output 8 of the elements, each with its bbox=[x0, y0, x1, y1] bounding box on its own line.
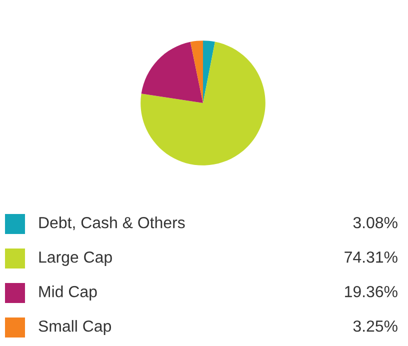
data-label: 74.31% bbox=[344, 251, 398, 263]
legend-label: Small Cap bbox=[38, 320, 112, 335]
legend-label: Large Cap bbox=[39, 251, 112, 266]
legend-label: Mid Cap bbox=[39, 286, 97, 300]
data-label: 19.36% bbox=[345, 286, 398, 298]
data-label: 3.25% bbox=[353, 320, 398, 332]
legend-label: Debt, Cash & Others bbox=[39, 216, 185, 230]
data-label: 3.08% bbox=[353, 216, 398, 228]
